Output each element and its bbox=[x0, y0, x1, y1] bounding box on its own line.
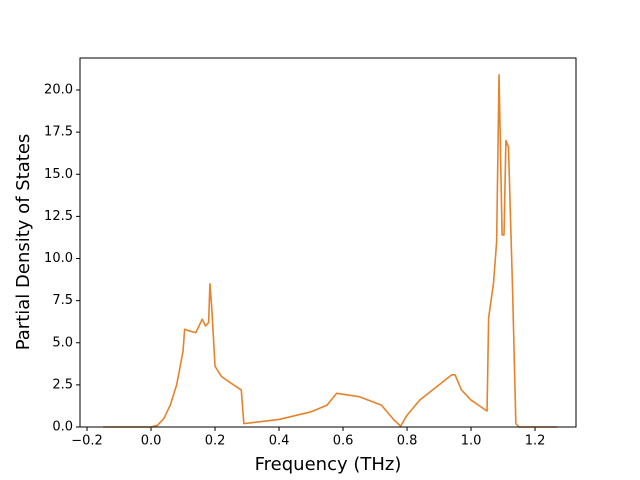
x-axis-label: Frequency (THz) bbox=[255, 454, 402, 475]
x-tick-label: 0.2 bbox=[205, 434, 226, 449]
y-tick-label: 0.0 bbox=[52, 420, 73, 435]
y-tick-label: 20.0 bbox=[44, 83, 73, 98]
y-tick-label: 12.5 bbox=[44, 209, 73, 224]
y-tick-label: 10.0 bbox=[44, 251, 73, 266]
x-tick-label: 0.6 bbox=[333, 434, 354, 449]
y-tick-label: 2.5 bbox=[52, 377, 73, 392]
y-tick-label: 7.5 bbox=[52, 293, 73, 308]
x-tick-label: 1.0 bbox=[461, 434, 482, 449]
x-tick-label: 1.2 bbox=[525, 434, 546, 449]
axes-frame bbox=[79, 57, 577, 428]
line-series bbox=[103, 74, 558, 428]
x-tick-label: −0.2 bbox=[71, 434, 103, 449]
x-tick-label: 0.4 bbox=[269, 434, 290, 449]
y-tick-label: 15.0 bbox=[44, 167, 73, 182]
x-tick-label: 0.8 bbox=[397, 434, 418, 449]
y-axis-label: Partial Density of States bbox=[13, 134, 34, 351]
y-tick-label: 5.0 bbox=[52, 335, 73, 350]
y-tick-label: 17.5 bbox=[44, 125, 73, 140]
x-tick-label: 0.0 bbox=[141, 434, 162, 449]
